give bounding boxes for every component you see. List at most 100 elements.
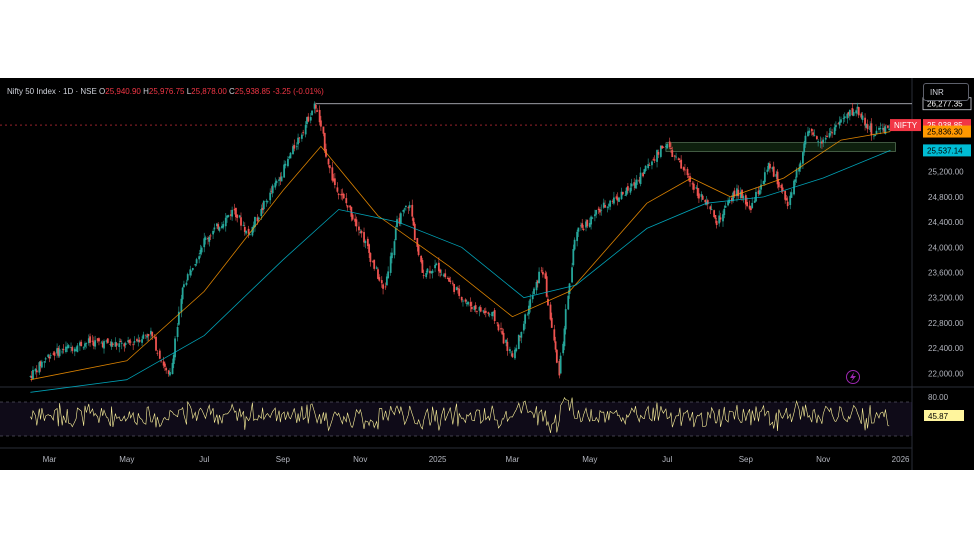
candle-body (332, 178, 335, 181)
candle-body (545, 276, 548, 297)
candle-body (855, 110, 858, 114)
candle-body (860, 113, 863, 118)
change-value: -3.25 (-0.01%) (272, 87, 324, 96)
candle-body (75, 350, 78, 351)
candle-body (422, 275, 425, 277)
candle-body (190, 270, 193, 272)
candle-body (581, 223, 584, 228)
candle-body (217, 224, 220, 230)
candle-body (271, 185, 274, 194)
candle-body (355, 219, 358, 227)
candle-body (826, 135, 828, 137)
candle-body (302, 132, 305, 134)
candle-body (808, 130, 811, 133)
candle-body (710, 209, 713, 211)
symbol-label: NIFTY (894, 121, 918, 130)
candle-body (491, 312, 494, 317)
candle-body (753, 200, 756, 203)
candle-body (443, 274, 445, 277)
candle-body (662, 147, 665, 148)
candle-body (851, 108, 854, 116)
candle-body (626, 186, 629, 191)
time-axis-label: Nov (353, 455, 367, 464)
candle-body (517, 334, 520, 350)
candle-body (394, 228, 397, 241)
candle-body (40, 361, 43, 368)
candle-body (248, 234, 251, 236)
candle-body (465, 303, 468, 304)
candle-body (300, 134, 303, 139)
candle-body (595, 209, 598, 215)
candle-body (696, 188, 699, 196)
candle-body (777, 181, 780, 188)
candle-body (487, 312, 490, 314)
candle-body (775, 174, 778, 177)
candle-body (730, 198, 733, 202)
time-axis-label: Sep (739, 455, 754, 464)
candle-body (133, 341, 136, 343)
candle-body (103, 341, 105, 349)
price-chart[interactable]: 80.00 45.87 25,200.00 24,800.00 24,400.00 24,… (0, 78, 974, 470)
open-label: O (99, 87, 106, 96)
candle-body (621, 191, 624, 195)
candle-body (199, 249, 202, 254)
candle-body (316, 110, 319, 112)
candle-body (208, 236, 211, 242)
candle-body (635, 179, 638, 185)
candle-body (387, 271, 390, 279)
price-axis-label: 22,800.00 (928, 319, 964, 328)
candle-body (733, 190, 736, 197)
rsi-value-label: 45.87 (928, 412, 949, 421)
candle-body (670, 147, 672, 149)
candle-body (34, 368, 37, 372)
candle-body (866, 124, 869, 130)
candle-body (165, 368, 168, 371)
candle-body (238, 215, 241, 218)
candle-body (558, 361, 561, 376)
candle-body (643, 169, 646, 175)
candle-body (257, 217, 260, 220)
candle-body (748, 205, 751, 209)
candle-body (327, 158, 330, 165)
candle-body (538, 271, 540, 284)
candle-body (364, 241, 367, 244)
price-axis-label: 23,200.00 (928, 294, 964, 303)
candle-body (76, 345, 79, 353)
ema-slow-line (30, 150, 891, 393)
candle-body (722, 214, 724, 222)
candle-body (279, 177, 282, 180)
candle-body (186, 274, 189, 281)
candle-body (137, 340, 140, 342)
candle-body (505, 339, 508, 343)
candle-body (295, 146, 298, 148)
candle-body (30, 375, 33, 379)
candle-body (571, 267, 573, 283)
candle-body (156, 352, 159, 354)
candle-body (476, 310, 478, 312)
candle-body (318, 109, 321, 123)
candle-body (363, 232, 365, 243)
candle-body (831, 132, 833, 134)
candle-body (169, 372, 171, 376)
candle-body (864, 117, 866, 126)
candle-body (500, 328, 502, 330)
candle-body (431, 270, 434, 274)
candle-body (484, 310, 487, 313)
candle-body (550, 317, 553, 328)
chart-panel[interactable]: 80.00 45.87 25,200.00 24,800.00 24,400.00 24,… (0, 78, 974, 470)
candle-body (158, 350, 161, 359)
candle-body (585, 221, 587, 228)
candle-body (644, 165, 647, 171)
close-value: 25,938.85 (234, 87, 271, 96)
candle-body (496, 322, 499, 324)
candle-body (150, 330, 152, 335)
candle-body (345, 198, 348, 204)
candle-body (600, 209, 603, 211)
candle-body (606, 206, 609, 208)
lightning-bolt-icon (850, 372, 856, 382)
candle-body (65, 346, 67, 353)
candle-body (590, 216, 592, 225)
candle-body (824, 137, 827, 140)
candle-body (861, 115, 864, 120)
currency-button[interactable]: INR (923, 83, 969, 101)
